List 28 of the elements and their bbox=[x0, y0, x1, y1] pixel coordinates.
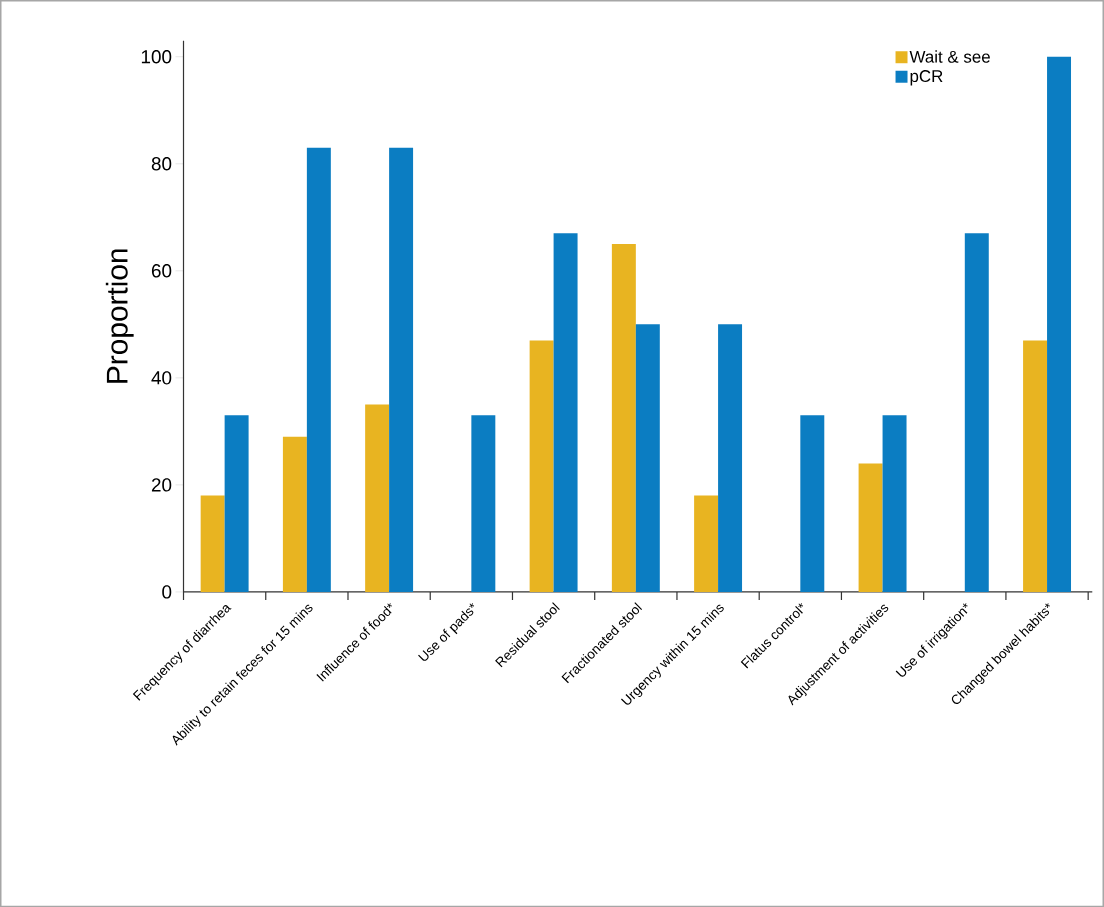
bar bbox=[964, 233, 989, 592]
bar bbox=[306, 147, 331, 592]
bar bbox=[718, 324, 743, 592]
y-tick-label: 0 bbox=[162, 585, 172, 599]
bar bbox=[471, 415, 496, 592]
bar bbox=[553, 233, 578, 592]
bar bbox=[365, 404, 390, 592]
bar bbox=[882, 415, 907, 592]
bar bbox=[389, 147, 414, 592]
y-tick-label: 40 bbox=[151, 371, 172, 385]
bar bbox=[529, 340, 554, 592]
y-axis-title: Proportion bbox=[105, 249, 134, 383]
bar bbox=[800, 415, 825, 592]
y-tick-label: 80 bbox=[151, 156, 172, 171]
bar bbox=[224, 415, 249, 592]
bar bbox=[282, 436, 307, 592]
bar bbox=[1047, 56, 1072, 592]
bar bbox=[694, 495, 719, 592]
y-tick-label: 60 bbox=[151, 263, 172, 278]
bar bbox=[858, 463, 883, 592]
bar bbox=[611, 243, 636, 592]
bar bbox=[635, 324, 660, 592]
bar bbox=[200, 495, 225, 592]
y-tick-label: 100 bbox=[141, 49, 172, 64]
y-tick-label: 20 bbox=[151, 478, 172, 492]
legend-label: Wait & see bbox=[909, 50, 990, 63]
legend-label: pCR bbox=[910, 69, 943, 86]
bar bbox=[1023, 340, 1048, 592]
